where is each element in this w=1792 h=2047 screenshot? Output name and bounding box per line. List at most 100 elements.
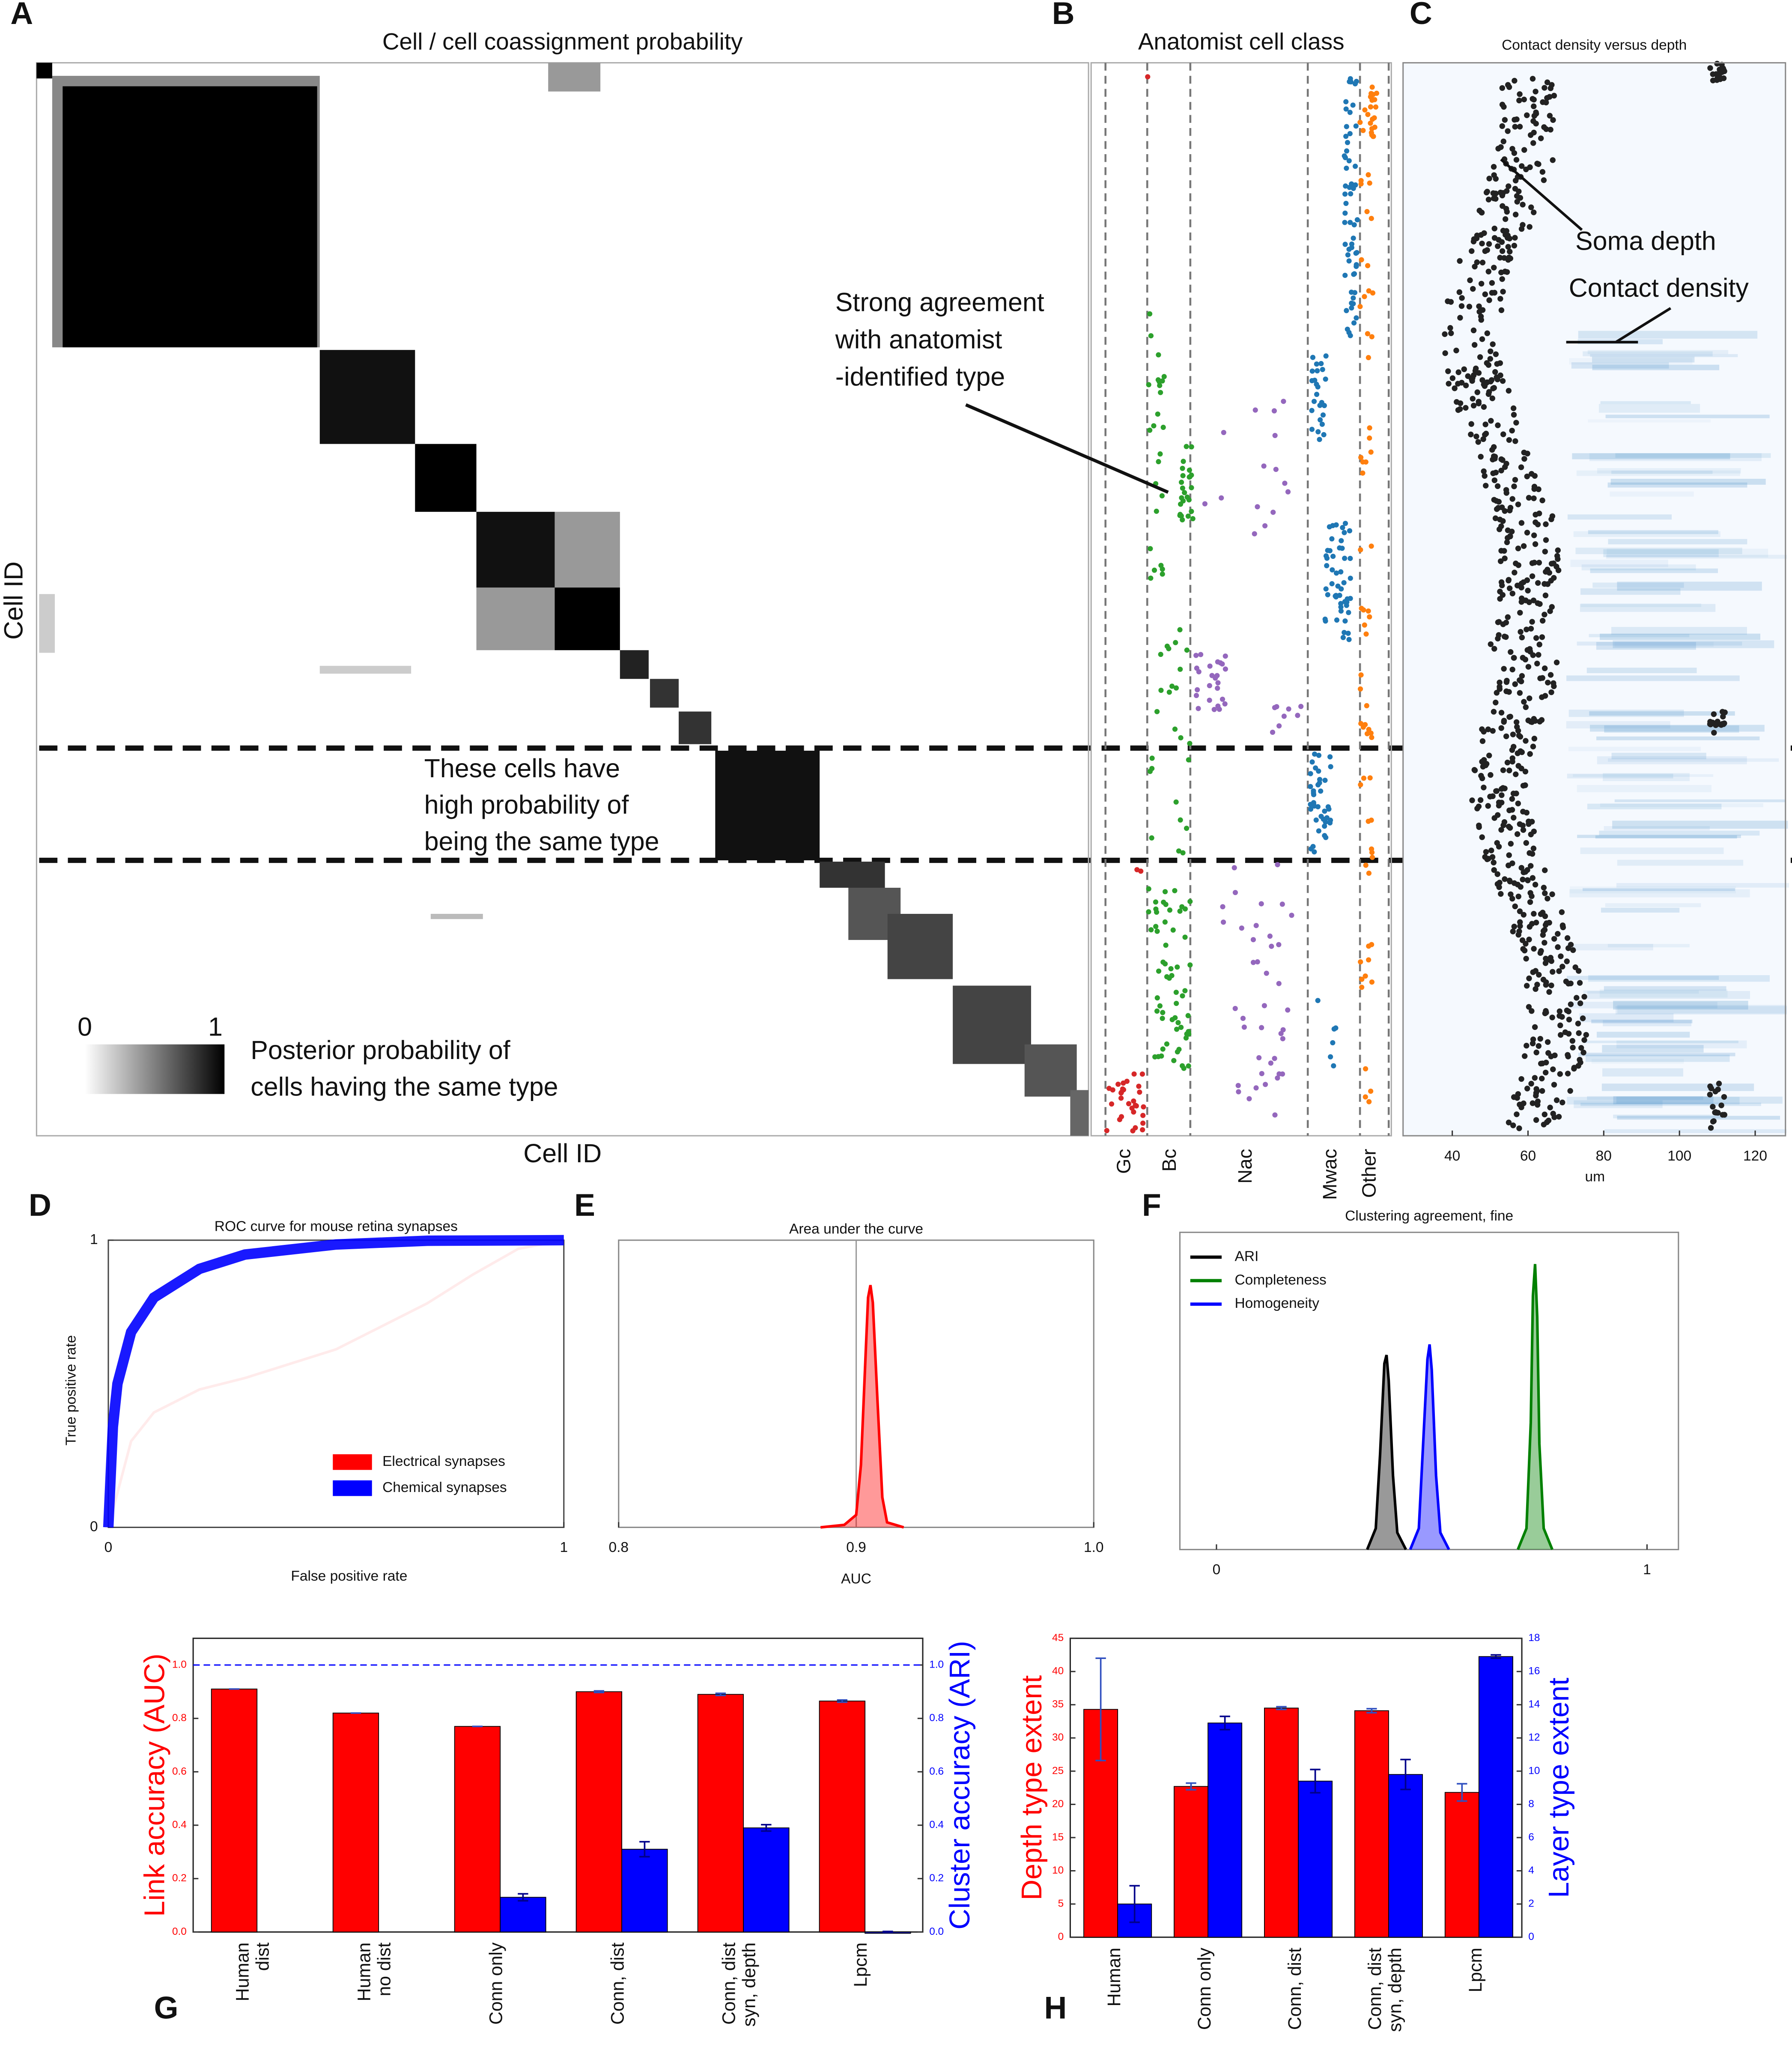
cell-dot [1368, 449, 1374, 455]
cell-dot [1272, 433, 1278, 439]
density-stripe [1613, 1096, 1714, 1104]
soma-dot [1514, 199, 1520, 205]
x-tick-label: Humanno dist [354, 1943, 395, 2002]
cell-dot [1172, 888, 1178, 893]
cell-dot [1320, 412, 1326, 418]
heatmap-block [430, 913, 483, 919]
cell-dot [1159, 1053, 1164, 1059]
soma-dot [1474, 259, 1480, 266]
cell-dot [1315, 384, 1321, 390]
cell-dot [1343, 106, 1349, 112]
cell-dot [1338, 608, 1344, 614]
soma-dot [1467, 277, 1473, 283]
x-tick-label: 0.8 [608, 1540, 629, 1555]
cell-dot [1316, 752, 1322, 758]
cell-dot [1368, 730, 1374, 736]
soma-dot [1580, 1015, 1586, 1021]
axis-label: Link accuracy (AUC) [138, 1653, 170, 1917]
soma-dot [1479, 307, 1486, 313]
cell-dot [1140, 1113, 1146, 1118]
density-fill [1518, 1264, 1553, 1550]
cell-dot [1175, 1049, 1180, 1055]
soma-dot [1477, 797, 1484, 803]
soma-dot [1457, 258, 1463, 264]
cell-dot [1342, 242, 1348, 247]
cell-dot [1313, 817, 1319, 823]
soma-dot [1493, 351, 1499, 357]
soma-dot [1581, 1037, 1587, 1043]
density-stripe [1573, 531, 1720, 537]
cell-dot [1344, 165, 1349, 171]
cell-dot [1357, 304, 1363, 309]
soma-dot [1506, 388, 1512, 394]
cell-dot [1358, 178, 1364, 183]
soma-dot [1533, 1049, 1539, 1056]
error-bar [837, 1699, 848, 1703]
cell-dot [1359, 257, 1364, 263]
cell-dot [1167, 907, 1173, 913]
soma-dot [1512, 903, 1518, 910]
cell-dot [1118, 1095, 1124, 1101]
soma-dot [1551, 93, 1557, 99]
soma-dot [1515, 501, 1521, 507]
soma-dot [1570, 1044, 1576, 1050]
cell-dot [1184, 826, 1190, 831]
soma-dot [1542, 612, 1548, 618]
cell-dot [1323, 376, 1328, 382]
cell-dot [1340, 635, 1346, 640]
density-stripe [1587, 991, 1750, 999]
density-stripe [1605, 903, 1701, 907]
soma-dot [1491, 859, 1497, 865]
y2-tick-label: 2 [1528, 1898, 1534, 1910]
cell-dot [1172, 1015, 1178, 1021]
cell-dot [1181, 459, 1186, 464]
y-tick-label: 1.0 [172, 1659, 187, 1670]
category-label: Nac [1234, 1149, 1256, 1184]
cell-dot [1141, 1104, 1146, 1110]
cell-dot [1367, 614, 1372, 620]
soma-dot [1550, 1110, 1556, 1117]
density-stripe [1591, 1059, 1684, 1064]
soma-dot [1526, 818, 1532, 824]
soma-dot [1532, 1075, 1538, 1081]
soma-dot [1473, 433, 1479, 439]
cell-dot [1323, 819, 1328, 825]
soma-dot [1517, 690, 1523, 696]
soma-dot [1711, 730, 1717, 736]
cell-dot [1183, 1035, 1189, 1041]
soma-dot [1506, 84, 1512, 90]
soma-dot [1559, 922, 1566, 928]
soma-dot [1525, 664, 1532, 670]
cell-dot [1148, 546, 1153, 552]
cell-dot [1359, 985, 1365, 990]
soma-dot [1501, 718, 1507, 724]
cell-dot [1308, 806, 1314, 812]
density-stripe [1599, 989, 1728, 998]
cell-dot [1318, 361, 1324, 367]
density-stripe [1583, 990, 1699, 994]
soma-dot [1491, 225, 1497, 232]
bar [819, 1701, 866, 1933]
soma-dot [1502, 117, 1508, 123]
soma-dot [1477, 354, 1483, 360]
heatmap-block [1024, 1044, 1077, 1097]
cell-dot [1298, 704, 1304, 709]
cell-dot [1347, 131, 1353, 137]
soma-dot [1544, 1119, 1550, 1125]
cell-dot [1138, 868, 1144, 874]
cell-dot [1367, 425, 1372, 431]
soma-dot [1517, 923, 1523, 929]
cell-dot [1330, 567, 1335, 573]
annotation-arrow [1500, 158, 1583, 231]
soma-dot [1500, 767, 1506, 773]
soma-dot [1563, 979, 1569, 985]
cell-dot [1339, 546, 1345, 551]
soma-dot [1708, 1125, 1714, 1131]
cell-dot [1154, 1008, 1160, 1014]
cell-dot [1314, 361, 1319, 367]
soma-dot [1515, 893, 1521, 900]
cell-dot [1176, 848, 1182, 854]
cell-dot [1170, 927, 1176, 933]
soma-dot [1485, 391, 1492, 397]
